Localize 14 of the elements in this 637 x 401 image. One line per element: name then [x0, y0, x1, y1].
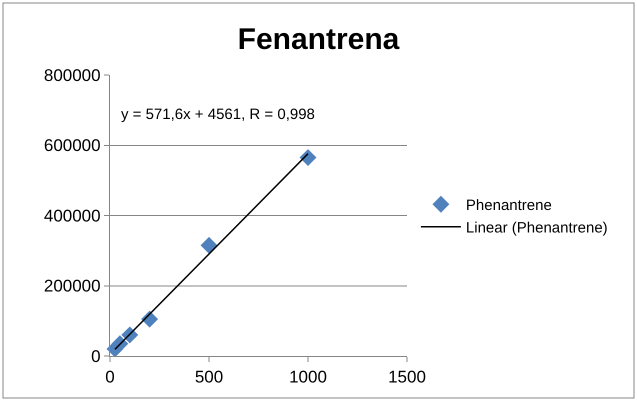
legend-label: Phenantrene	[466, 197, 552, 214]
y-tick-label: 0	[91, 346, 101, 366]
annotation: y = 571,6x + 4561, R = 0,998	[121, 106, 315, 123]
y-tick-label: 800000	[44, 66, 101, 85]
y-tick-label: 400000	[44, 206, 101, 226]
x-tick-label: 1500	[388, 367, 426, 386]
chart-title: Fenantrena	[238, 23, 400, 56]
y-tick-label: 200000	[44, 276, 101, 296]
y-tick-label: 600000	[44, 136, 101, 156]
x-tick-label: 500	[194, 367, 224, 386]
x-tick-label: 1000	[289, 367, 327, 386]
x-tick-label: 0	[105, 367, 115, 386]
point	[200, 236, 218, 254]
legend-label: Linear (Phenantrene)	[466, 220, 608, 237]
